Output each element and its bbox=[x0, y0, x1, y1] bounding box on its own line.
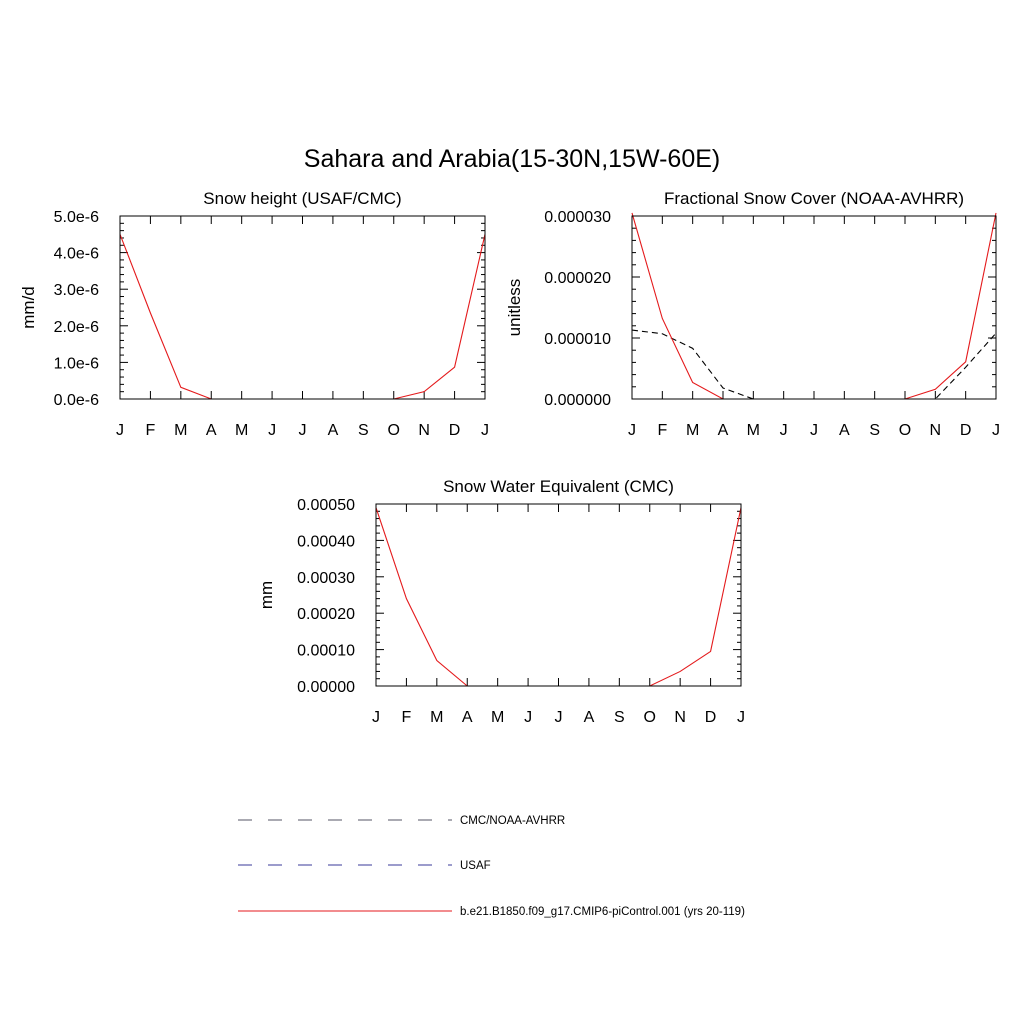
series-line-obs bbox=[631, 329, 997, 400]
series-line-model bbox=[375, 507, 742, 687]
legend-label-model: b.e21.B1850.f09_g17.CMIP6-piControl.001 … bbox=[460, 906, 745, 918]
x-tick-label: F bbox=[402, 709, 412, 726]
y-axis-label: mm/d bbox=[19, 286, 38, 329]
y-tick-label: 0.00050 bbox=[297, 497, 355, 514]
x-tick-label: J bbox=[372, 709, 380, 726]
x-tick-label: J bbox=[116, 422, 124, 439]
x-tick-label: J bbox=[299, 422, 307, 439]
figure-title: Sahara and Arabia(15-30N,15W-60E) bbox=[304, 145, 720, 173]
x-tick-label: F bbox=[146, 422, 156, 439]
legend-label-obs2: USAF bbox=[460, 860, 491, 872]
x-tick-label: A bbox=[584, 709, 595, 726]
y-tick-label: 0.000020 bbox=[544, 270, 611, 287]
x-tick-label: J bbox=[737, 709, 745, 726]
legend-label-obs1: CMC/NOAA-AVHRR bbox=[460, 815, 565, 827]
legend-item-obs1: CMC/NOAA-AVHRR bbox=[238, 815, 565, 827]
x-tick-label: M bbox=[686, 422, 699, 439]
panel-snow-water-equivalent: Snow Water Equivalent (CMC) mm 0.00000 0.00… bbox=[257, 477, 745, 726]
x-tick-label: D bbox=[705, 709, 717, 726]
x-tick-label: J bbox=[481, 422, 489, 439]
x-tick-label: A bbox=[839, 422, 850, 439]
y-tick-label: 5.0e-6 bbox=[54, 209, 99, 226]
plot-frame bbox=[631, 215, 997, 400]
x-tick-label: J bbox=[810, 422, 818, 439]
x-tick-label: M bbox=[430, 709, 443, 726]
x-tick-label: S bbox=[869, 422, 880, 439]
x-tick-label: D bbox=[449, 422, 461, 439]
x-tick-label: F bbox=[657, 422, 667, 439]
panel-title: Fractional Snow Cover (NOAA-AVHRR) bbox=[664, 189, 964, 208]
x-tick-label: J bbox=[524, 709, 532, 726]
x-tick-label: O bbox=[388, 422, 400, 439]
x-tick-label: A bbox=[718, 422, 729, 439]
legend-item-obs2: USAF bbox=[238, 860, 491, 872]
legend: CMC/NOAA-AVHRR USAF b.e21.B1850.f09_g17.… bbox=[238, 815, 745, 918]
x-tick-label: N bbox=[418, 422, 430, 439]
panel-title: Snow Water Equivalent (CMC) bbox=[443, 477, 674, 496]
legend-item-model: b.e21.B1850.f09_g17.CMIP6-piControl.001 … bbox=[238, 906, 745, 918]
y-tick-label: 2.0e-6 bbox=[54, 319, 99, 336]
x-tick-label: N bbox=[674, 709, 686, 726]
x-tick-label: A bbox=[328, 422, 339, 439]
y-tick-label: 4.0e-6 bbox=[54, 246, 99, 263]
series-line-model bbox=[119, 234, 486, 400]
x-tick-label: J bbox=[992, 422, 1000, 439]
x-tick-label: J bbox=[780, 422, 788, 439]
x-tick-label: M bbox=[235, 422, 248, 439]
panel-title: Snow height (USAF/CMC) bbox=[203, 189, 401, 208]
panel-fractional-snow-cover: Fractional Snow Cover (NOAA-AVHRR) unitle… bbox=[505, 189, 1000, 439]
x-tick-label: A bbox=[206, 422, 217, 439]
x-tick-label: N bbox=[930, 422, 942, 439]
y-tick-label: 0.000010 bbox=[544, 331, 611, 348]
y-axis-label: mm bbox=[257, 581, 276, 609]
x-tick-label: S bbox=[358, 422, 369, 439]
y-tick-label: 0.00020 bbox=[297, 606, 355, 623]
y-tick-label: 0.00010 bbox=[297, 643, 355, 660]
y-tick-label: 0.0e-6 bbox=[54, 392, 99, 409]
y-tick-label: 0.00030 bbox=[297, 570, 355, 587]
x-tick-label: A bbox=[462, 709, 473, 726]
x-tick-label: O bbox=[644, 709, 656, 726]
x-tick-label: J bbox=[268, 422, 276, 439]
plot-frame bbox=[375, 503, 742, 687]
y-tick-label: 0.00000 bbox=[297, 679, 355, 696]
x-tick-label: J bbox=[555, 709, 563, 726]
x-tick-label: O bbox=[899, 422, 911, 439]
x-tick-label: D bbox=[960, 422, 972, 439]
y-tick-label: 3.0e-6 bbox=[54, 282, 99, 299]
panel-snow-height: Snow height (USAF/CMC) mm/d 0.0e-6 1.0e-6 2.… bbox=[19, 189, 489, 439]
x-tick-label: S bbox=[614, 709, 625, 726]
y-tick-label: 0.00040 bbox=[297, 533, 355, 550]
plot-frame bbox=[119, 215, 486, 400]
x-tick-label: M bbox=[747, 422, 760, 439]
series-line-model bbox=[631, 212, 997, 400]
y-tick-label: 0.000030 bbox=[544, 209, 611, 226]
x-tick-label: M bbox=[491, 709, 504, 726]
x-tick-label: M bbox=[174, 422, 187, 439]
y-tick-label: 0.000000 bbox=[544, 392, 611, 409]
x-tick-label: J bbox=[628, 422, 636, 439]
y-axis-label: unitless bbox=[505, 279, 524, 337]
y-tick-label: 1.0e-6 bbox=[54, 355, 99, 372]
